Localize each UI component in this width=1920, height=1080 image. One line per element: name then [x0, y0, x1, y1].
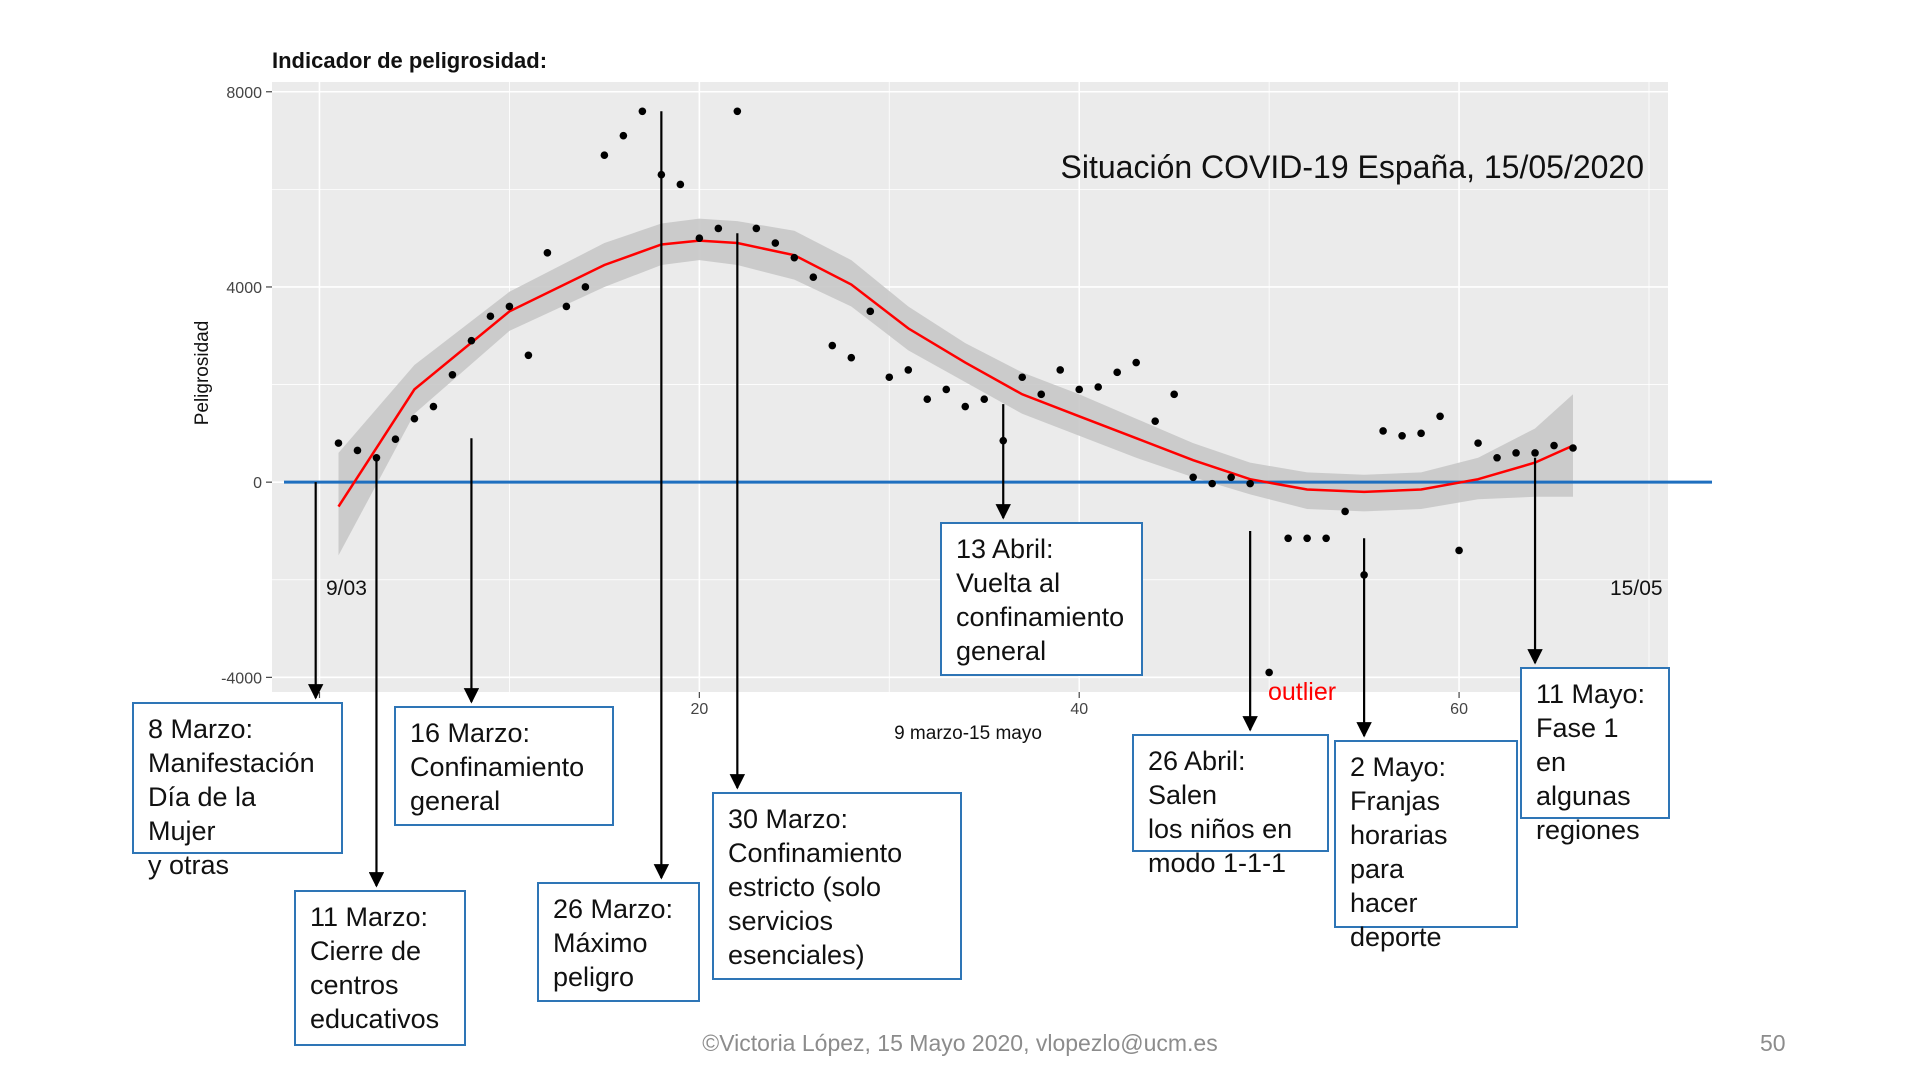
data-point — [1227, 473, 1235, 482]
data-point — [467, 336, 476, 345]
data-point — [486, 312, 495, 321]
annotation-13-abril: 13 Abril: Vuelta al confinamiento genera… — [940, 522, 1143, 676]
y-tick-label: 8000 — [226, 85, 262, 102]
data-points — [334, 107, 1577, 677]
data-point — [1056, 366, 1065, 374]
data-point — [619, 131, 628, 140]
data-point — [1284, 534, 1292, 543]
x-start-label: 9/03 — [326, 577, 367, 600]
data-point — [1322, 534, 1330, 543]
data-point — [866, 307, 875, 316]
data-point — [904, 366, 913, 374]
data-point — [1512, 449, 1520, 457]
data-point — [410, 414, 419, 423]
annotation-8-marzo: 8 Marzo: Manifestación Día de la Mujer y… — [132, 702, 343, 880]
data-point — [1075, 385, 1084, 394]
data-point — [334, 439, 343, 447]
data-point — [638, 107, 647, 116]
data-point — [790, 253, 799, 262]
chart-title: Indicador de peligrosidad: — [272, 48, 547, 73]
data-point — [1170, 390, 1178, 399]
data-point — [1379, 427, 1387, 435]
annotation-26-abril: 26 Abril: Salen los niños en modo 1-1-1 — [1132, 734, 1329, 878]
data-point — [961, 402, 970, 411]
data-point — [1398, 432, 1406, 440]
data-point — [1550, 441, 1558, 450]
data-point — [1246, 479, 1254, 488]
x-tick-label: 20 — [690, 701, 708, 718]
data-point — [1455, 546, 1463, 555]
data-point — [448, 371, 457, 379]
y-tick-label: -4000 — [221, 670, 262, 687]
y-tick-label: 4000 — [226, 280, 262, 297]
data-point — [1531, 449, 1539, 457]
data-point — [676, 180, 685, 189]
data-point — [524, 351, 533, 360]
data-point — [505, 302, 514, 311]
chart-subtitle: Situación COVID-19 España, 15/05/2020 — [1061, 149, 1644, 185]
x-end-label: 15/05 — [1610, 577, 1663, 600]
data-point — [809, 273, 818, 282]
data-point — [1569, 444, 1577, 452]
data-point — [695, 234, 704, 242]
data-point — [581, 283, 590, 291]
x-tick-label: 60 — [1450, 701, 1468, 718]
annotation-11-mayo: 11 Mayo: Fase 1 en algunas regiones — [1520, 667, 1670, 845]
y-tick-label: 0 — [253, 475, 262, 492]
annotation-30-marzo: 30 Marzo: Confinamiento estricto (solo s… — [712, 792, 962, 980]
annotation-2-mayo: 2 Mayo: Franjas horarias para hacer depo… — [1334, 740, 1518, 952]
data-point — [752, 224, 761, 233]
data-point — [1208, 479, 1216, 488]
confidence-band — [338, 218, 1573, 556]
page-number: 50 — [1760, 1030, 1786, 1056]
data-point — [1151, 417, 1159, 425]
annotation-26-marzo: 26 Marzo: Máximo peligro — [537, 882, 700, 1002]
axis-ticks: -40000400080000204060 — [221, 85, 1468, 718]
data-point — [353, 446, 362, 455]
data-point — [1474, 439, 1482, 447]
data-point — [1132, 358, 1140, 367]
y-axis-label: Peligrosidad — [192, 321, 213, 426]
data-point — [733, 107, 742, 116]
data-point — [600, 151, 609, 159]
data-point — [1189, 473, 1197, 482]
annotation-16-marzo: 16 Marzo: Confinamiento general — [394, 706, 614, 826]
data-point — [923, 395, 932, 404]
annotation-11-marzo: 11 Marzo: Cierre de centros educativos — [294, 890, 466, 1046]
data-point — [942, 385, 951, 394]
data-point — [1493, 453, 1501, 462]
data-point — [885, 373, 894, 382]
grid-lines — [272, 82, 1668, 692]
data-point — [1265, 668, 1273, 677]
data-point — [1417, 429, 1425, 438]
data-point — [1037, 390, 1046, 399]
trend-line — [337, 239, 1574, 508]
data-point — [429, 402, 438, 411]
data-point — [771, 239, 780, 247]
data-point — [543, 249, 552, 257]
data-point — [391, 435, 400, 444]
data-point — [980, 395, 989, 404]
data-point — [562, 302, 571, 311]
outlier-label: outlier — [1268, 678, 1336, 706]
data-point — [1113, 368, 1121, 377]
data-point — [714, 224, 723, 233]
data-point — [1094, 383, 1103, 391]
data-point — [847, 353, 856, 362]
data-point — [1436, 412, 1444, 421]
data-point — [1303, 534, 1311, 543]
x-tick-label: 40 — [1070, 701, 1088, 718]
annotation-arrows — [307, 111, 1543, 888]
data-point — [1018, 373, 1027, 382]
data-point — [828, 341, 837, 350]
x-axis-label: 9 marzo-15 mayo — [894, 723, 1042, 744]
data-point — [1341, 507, 1349, 516]
footer-credit: ©Victoria López, 15 Mayo 2020, vlopezlo@… — [702, 1030, 1218, 1056]
